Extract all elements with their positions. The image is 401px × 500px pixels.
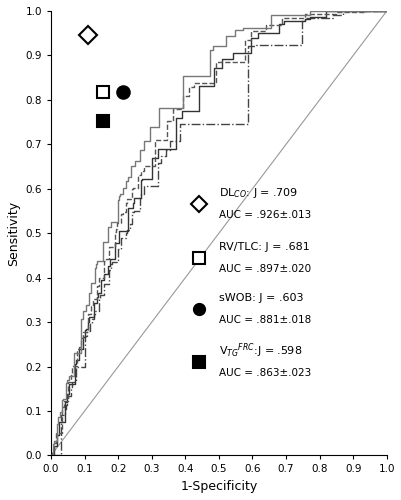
Text: AUC = .881±.018: AUC = .881±.018: [219, 315, 310, 325]
Text: AUC = .897±.020: AUC = .897±.020: [219, 264, 310, 274]
Text: V$_{TG}$$^{FRC}$:J = .598: V$_{TG}$$^{FRC}$:J = .598: [219, 342, 302, 360]
Text: DL$_{CO}$: J = .709: DL$_{CO}$: J = .709: [219, 186, 297, 200]
Text: AUC = .863±.023: AUC = .863±.023: [219, 368, 310, 378]
Text: RV/TLC: J = .681: RV/TLC: J = .681: [219, 242, 309, 252]
X-axis label: 1-Specificity: 1-Specificity: [180, 480, 257, 493]
Text: sWOB: J = .603: sWOB: J = .603: [219, 292, 303, 302]
Y-axis label: Sensitivity: Sensitivity: [7, 200, 20, 266]
Text: AUC = .926±.013: AUC = .926±.013: [219, 210, 310, 220]
